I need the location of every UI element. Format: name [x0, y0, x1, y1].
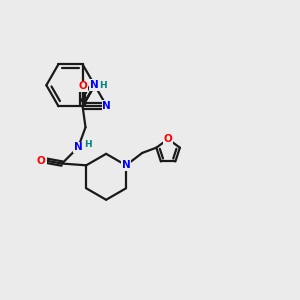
Text: N: N	[74, 142, 82, 152]
Text: N: N	[102, 101, 111, 111]
Text: O: O	[164, 134, 172, 144]
Text: O: O	[78, 81, 87, 92]
Text: H: H	[84, 140, 92, 149]
Text: H: H	[99, 81, 107, 90]
Text: N: N	[90, 80, 99, 90]
Text: N: N	[122, 160, 130, 170]
Text: O: O	[37, 156, 46, 166]
